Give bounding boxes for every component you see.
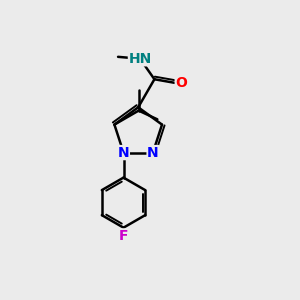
Text: O: O bbox=[175, 76, 187, 90]
Text: N: N bbox=[118, 146, 129, 160]
Text: F: F bbox=[119, 229, 128, 243]
Text: N: N bbox=[147, 146, 159, 160]
Text: HN: HN bbox=[128, 52, 152, 66]
